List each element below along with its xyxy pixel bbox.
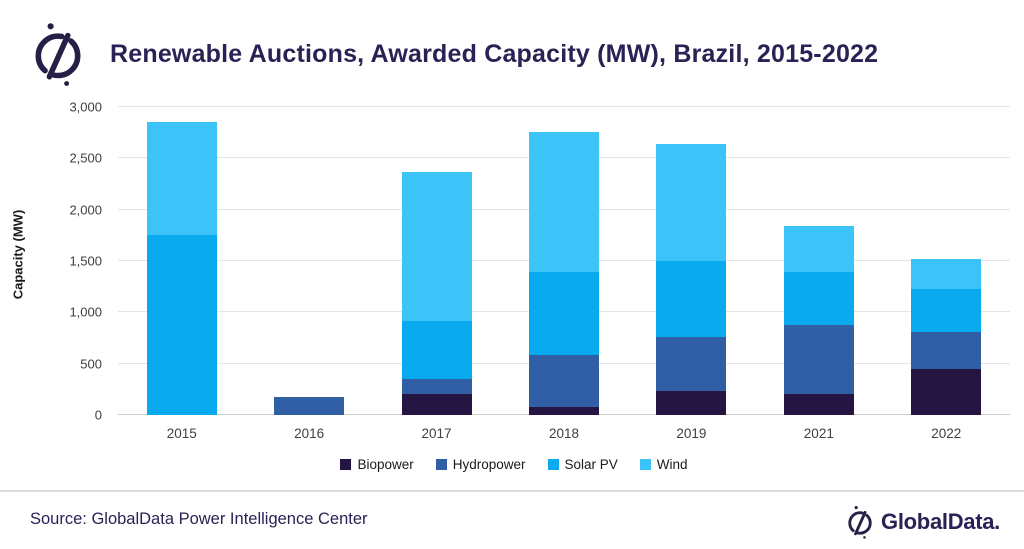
y-tick-label-500: 500 xyxy=(80,356,102,372)
stacked-bar-2015 xyxy=(146,107,217,415)
x-axis-labels: 2015 2016 2017 2018 2019 2021 2022 xyxy=(118,426,1010,441)
bar-group-2022 xyxy=(883,107,1010,415)
legend-label-hydropower: Hydropower xyxy=(452,457,526,472)
segment-wind-2022 xyxy=(911,258,982,289)
segment-wind-2021 xyxy=(783,226,854,273)
segment-solar-pv-2022 xyxy=(911,288,982,332)
bar-group-2015 xyxy=(118,107,245,415)
segment-wind-2015 xyxy=(146,122,217,236)
plot-area xyxy=(118,106,1010,415)
bars-row xyxy=(118,107,1010,415)
segment-wind-2019 xyxy=(656,143,727,262)
legend-label-solar-pv: Solar PV xyxy=(564,457,618,472)
bar-group-2018 xyxy=(500,107,627,415)
gridline-3000 xyxy=(118,106,1010,107)
segment-hydropower-2018 xyxy=(528,355,599,407)
segment-biopower-2019 xyxy=(656,391,727,415)
bar-group-2021 xyxy=(755,107,882,415)
legend-item-solar-pv: Solar PV xyxy=(547,457,618,472)
stacked-bar-2016 xyxy=(274,107,345,415)
source-text: Source: GlobalData Power Intelligence Ce… xyxy=(30,510,368,528)
segment-hydropower-2021 xyxy=(783,324,854,395)
segment-solar-pv-2021 xyxy=(783,272,854,325)
legend-swatch-solar-pv xyxy=(547,459,559,470)
y-tick-label-1000: 1,000 xyxy=(69,304,102,320)
stacked-bar-2017 xyxy=(401,107,472,415)
x-tick-label-2018: 2018 xyxy=(548,426,579,441)
bar-group-2017 xyxy=(373,107,500,415)
segment-biopower-2021 xyxy=(783,394,854,415)
footer-divider xyxy=(0,490,1024,492)
legend-swatch-biopower xyxy=(340,459,352,470)
legend-swatch-hydropower xyxy=(435,459,447,470)
legend: Biopower Hydropower Solar PV Wind xyxy=(64,457,964,472)
x-tick-label-2017: 2017 xyxy=(421,426,452,441)
stacked-bar-2022 xyxy=(911,107,982,415)
x-tick-label-2021: 2021 xyxy=(803,426,834,441)
y-tick-label-3000: 3,000 xyxy=(69,99,102,115)
segment-solar-pv-2019 xyxy=(656,261,727,337)
x-tick-label-2016: 2016 xyxy=(294,426,325,441)
y-tick-label-2500: 2,500 xyxy=(69,150,102,166)
legend-swatch-wind xyxy=(639,459,651,470)
stacked-bar-2019 xyxy=(656,107,727,415)
footer-brand: GlobalData. xyxy=(844,505,1000,539)
segment-biopower-2018 xyxy=(528,406,599,415)
page-title: Renewable Auctions, Awarded Capacity (MW… xyxy=(110,40,879,68)
segment-wind-2017 xyxy=(401,171,472,321)
legend-label-biopower: Biopower xyxy=(357,457,414,472)
segment-hydropower-2017 xyxy=(401,379,472,395)
segment-solar-pv-2015 xyxy=(146,235,217,415)
bar-group-2019 xyxy=(628,107,755,415)
legend-item-biopower: Biopower xyxy=(340,457,414,472)
x-tick-label-2022: 2022 xyxy=(931,426,962,441)
x-tick-label-2015: 2015 xyxy=(166,426,197,441)
legend-label-wind: Wind xyxy=(656,457,688,472)
y-axis-labels: 0 500 1,000 1,500 2,000 2,500 3,000 xyxy=(0,100,108,423)
stacked-bar-2021 xyxy=(783,107,854,415)
segment-biopower-2017 xyxy=(401,394,472,415)
y-tick-label-1500: 1,500 xyxy=(69,253,102,269)
segment-solar-pv-2018 xyxy=(528,272,599,356)
stacked-bar-2018 xyxy=(528,107,599,415)
segment-hydropower-2022 xyxy=(911,331,982,369)
y-tick-label-0: 0 xyxy=(94,407,102,423)
segment-wind-2018 xyxy=(528,131,599,273)
segment-biopower-2022 xyxy=(911,368,982,415)
segment-hydropower-2016 xyxy=(274,396,345,415)
bar-group-2016 xyxy=(245,107,372,415)
brand-wordmark: GlobalData. xyxy=(881,509,1000,534)
legend-item-wind: Wind xyxy=(639,457,688,472)
y-tick-label-2000: 2,000 xyxy=(69,202,102,218)
globaldata-logo-icon xyxy=(35,23,81,86)
segment-hydropower-2019 xyxy=(656,336,727,392)
segment-solar-pv-2017 xyxy=(401,320,472,380)
legend-item-hydropower: Hydropower xyxy=(435,457,526,472)
x-tick-label-2019: 2019 xyxy=(676,426,707,441)
globaldata-logo-icon xyxy=(848,506,872,539)
